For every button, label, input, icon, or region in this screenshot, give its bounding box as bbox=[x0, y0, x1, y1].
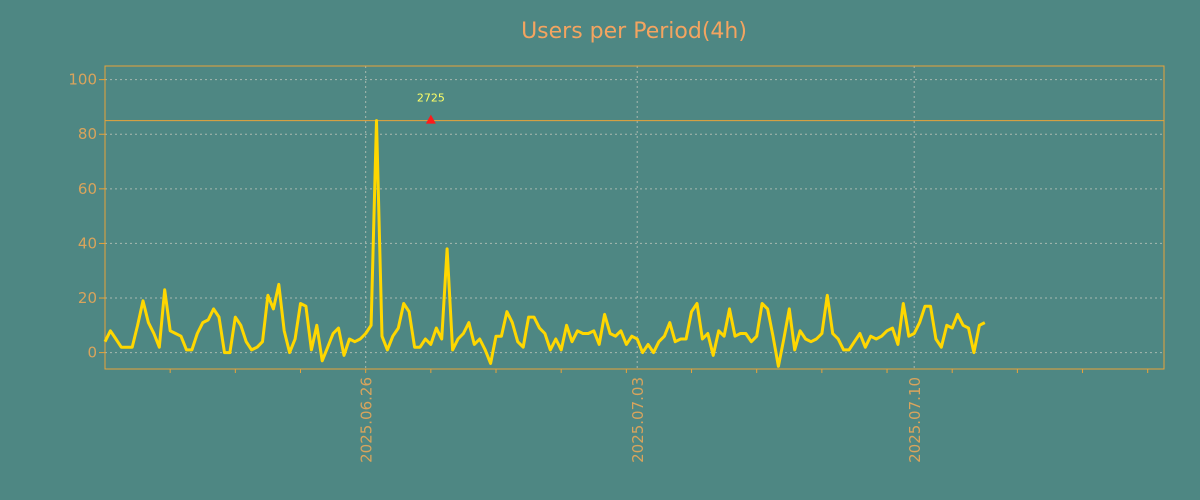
y-tick-label: 80 bbox=[78, 125, 97, 143]
x-tick-label: 2025.07.03 bbox=[629, 377, 647, 463]
y-tick-label: 60 bbox=[78, 180, 97, 198]
x-tick-label: 2025.06.26 bbox=[358, 377, 376, 463]
y-tick-label: 40 bbox=[78, 234, 97, 252]
plot-frame bbox=[104, 65, 1165, 370]
y-axis: 0 20 40 60 80 100 bbox=[68, 71, 105, 362]
peak-marker bbox=[425, 114, 436, 124]
y-tick-label: 0 bbox=[87, 344, 97, 362]
series-line-users bbox=[103, 119, 986, 368]
y-tick-label: 20 bbox=[78, 289, 97, 307]
x-tick-label: 2025.07.10 bbox=[906, 377, 924, 463]
chart-title: Users per Period(4h) bbox=[521, 19, 747, 44]
x-axis: 2025.06.26 2025.07.03 2025.07.10 bbox=[169, 369, 1149, 463]
peak-label: 2725 bbox=[417, 92, 445, 105]
y-tick-label: 100 bbox=[68, 71, 97, 89]
